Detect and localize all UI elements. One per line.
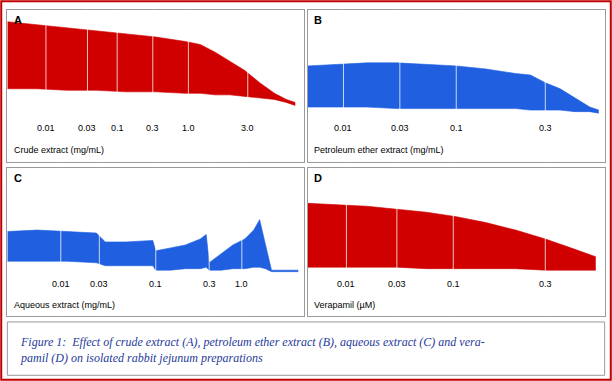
svg-text:1.0: 1.0 xyxy=(235,279,248,289)
svg-text:Aqueous extract (mg/mL): Aqueous extract (mg/mL) xyxy=(14,300,115,310)
svg-text:0.01: 0.01 xyxy=(37,123,55,133)
svg-text:0.1: 0.1 xyxy=(149,279,162,289)
svg-text:1.0: 1.0 xyxy=(182,123,195,133)
svg-text:0.1: 0.1 xyxy=(111,123,124,133)
svg-text:0.3: 0.3 xyxy=(539,123,552,133)
svg-text:0.03: 0.03 xyxy=(90,279,108,289)
svg-text:Petroleum ether extract (mg/mL: Petroleum ether extract (mg/mL) xyxy=(314,145,444,155)
svg-text:0.3: 0.3 xyxy=(203,279,216,289)
svg-text:Crude extract (mg/mL): Crude extract (mg/mL) xyxy=(14,145,104,155)
svg-text:0.03: 0.03 xyxy=(388,279,406,289)
svg-text:0.03: 0.03 xyxy=(391,123,409,133)
svg-text:D: D xyxy=(314,172,322,184)
svg-text:B: B xyxy=(314,14,322,26)
svg-text:3.0: 3.0 xyxy=(241,123,254,133)
svg-text:0.3: 0.3 xyxy=(539,279,552,289)
svg-text:0.1: 0.1 xyxy=(450,123,463,133)
svg-text:0.1: 0.1 xyxy=(447,279,460,289)
svg-text:0.01: 0.01 xyxy=(334,123,352,133)
svg-text:Figure 1: Effect of crude ext: Figure 1: Effect of crude extract (A), p… xyxy=(20,335,485,365)
svg-text:C: C xyxy=(14,172,22,184)
svg-text:0.01: 0.01 xyxy=(337,279,355,289)
svg-text:0.3: 0.3 xyxy=(146,123,159,133)
svg-text:0.01: 0.01 xyxy=(52,279,70,289)
svg-text:0.03: 0.03 xyxy=(78,123,96,133)
svg-text:A: A xyxy=(14,14,22,26)
svg-text:Verapamil (µM): Verapamil (µM) xyxy=(314,300,375,310)
